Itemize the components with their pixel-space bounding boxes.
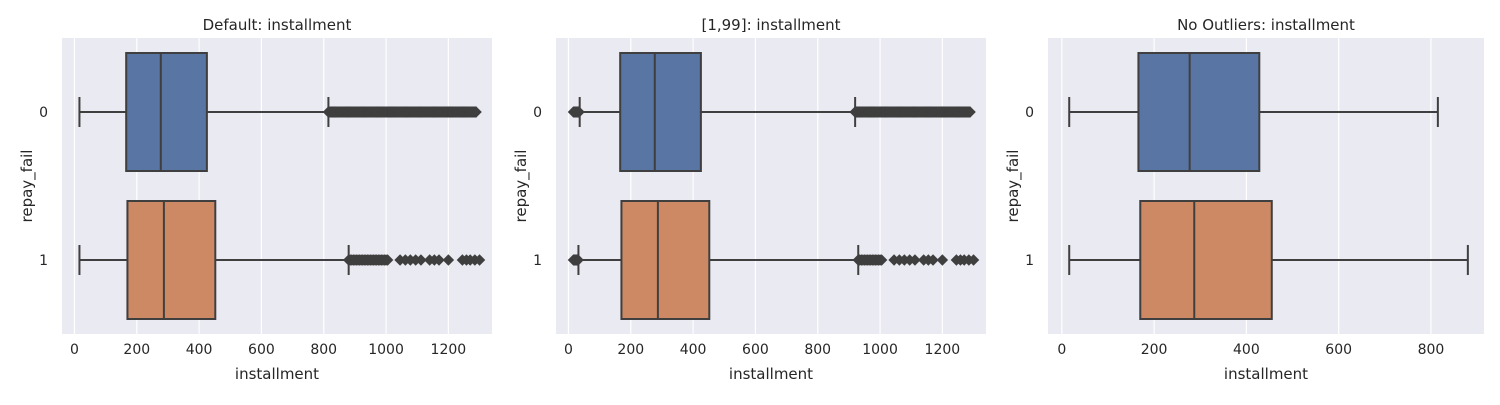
x-tick-label: 1000 [368,342,404,358]
y-tick-label: 0 [39,105,48,121]
y-axis-label: repay_fail [18,150,37,223]
outlier-point [909,254,921,266]
x-tick-label: 0 [70,342,79,358]
outlier-point [415,254,427,266]
outlier-point [442,254,455,266]
y-axis-label: repay_fail [512,150,531,223]
x-tick-label: 600 [742,342,769,358]
x-axis-label: installment [729,365,813,383]
x-tick-label: 200 [123,342,150,358]
x-tick-label: 400 [1233,342,1260,358]
x-tick-label: 200 [1141,342,1168,358]
outlier-point [572,254,584,266]
x-tick-label: 800 [1418,342,1445,358]
x-tick-label: 1200 [925,342,961,358]
iqr-box [126,200,217,320]
outlier-point [573,106,585,118]
y-tick-label: 1 [533,253,542,269]
x-tick-label: 800 [310,342,337,358]
box-0 [1068,52,1439,172]
x-tick-label: 400 [186,342,213,358]
box-0 [78,52,482,172]
x-tick-label: 1200 [431,342,467,358]
y-tick-label: 1 [39,253,48,269]
x-axis-label: installment [1224,365,1308,383]
y-tick-label: 0 [533,105,542,121]
box-1 [1068,200,1469,320]
x-axis-label: installment [235,365,319,383]
iqr-box [620,200,711,320]
subplot-1: 0 200 400 600 800 1000 1200 0 1 Default: installm… [18,16,492,383]
x-tick-label: 600 [248,342,275,358]
subplot-title: Default: installment [203,16,352,34]
outlier-point [381,254,394,266]
y-tick-label: 1 [1025,253,1034,269]
y-tick-label: 0 [1025,105,1034,121]
subplot-title: [1,99]: installment [701,16,840,34]
iqr-box [1137,52,1261,172]
iqr-box [619,52,702,172]
subplot-2: 0 200 400 600 800 1000 1200 0 1 [1,99]: installme… [512,16,986,383]
outlier-point [473,254,486,266]
y-axis-label: repay_fail [1004,150,1023,223]
outlier-point [967,254,980,266]
x-tick-label: 0 [564,342,573,358]
x-tick-label: 600 [1325,342,1352,358]
outlier-point [936,254,949,266]
x-tick-label: 1000 [862,342,898,358]
x-tick-label: 400 [680,342,707,358]
outlier-point [470,106,482,118]
outlier-point [875,254,888,266]
iqr-box [125,52,208,172]
x-tick-label: 200 [617,342,644,358]
outlier-point [927,254,939,266]
box-1 [567,200,980,320]
outlier-point [433,254,445,266]
x-tick-label: 800 [804,342,831,358]
x-tick-label: 0 [1057,342,1066,358]
box-1 [78,200,486,320]
iqr-box [1139,200,1273,320]
subplot-title: No Outliers: installment [1177,16,1355,34]
box-0 [567,52,976,172]
outlier-point [964,106,976,118]
subplot-3: 0 200 400 600 800 0 1 No Outliers: installment i… [1004,16,1484,383]
